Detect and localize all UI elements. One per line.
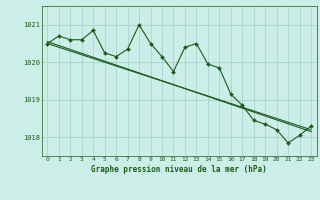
X-axis label: Graphe pression niveau de la mer (hPa): Graphe pression niveau de la mer (hPa) — [91, 165, 267, 174]
